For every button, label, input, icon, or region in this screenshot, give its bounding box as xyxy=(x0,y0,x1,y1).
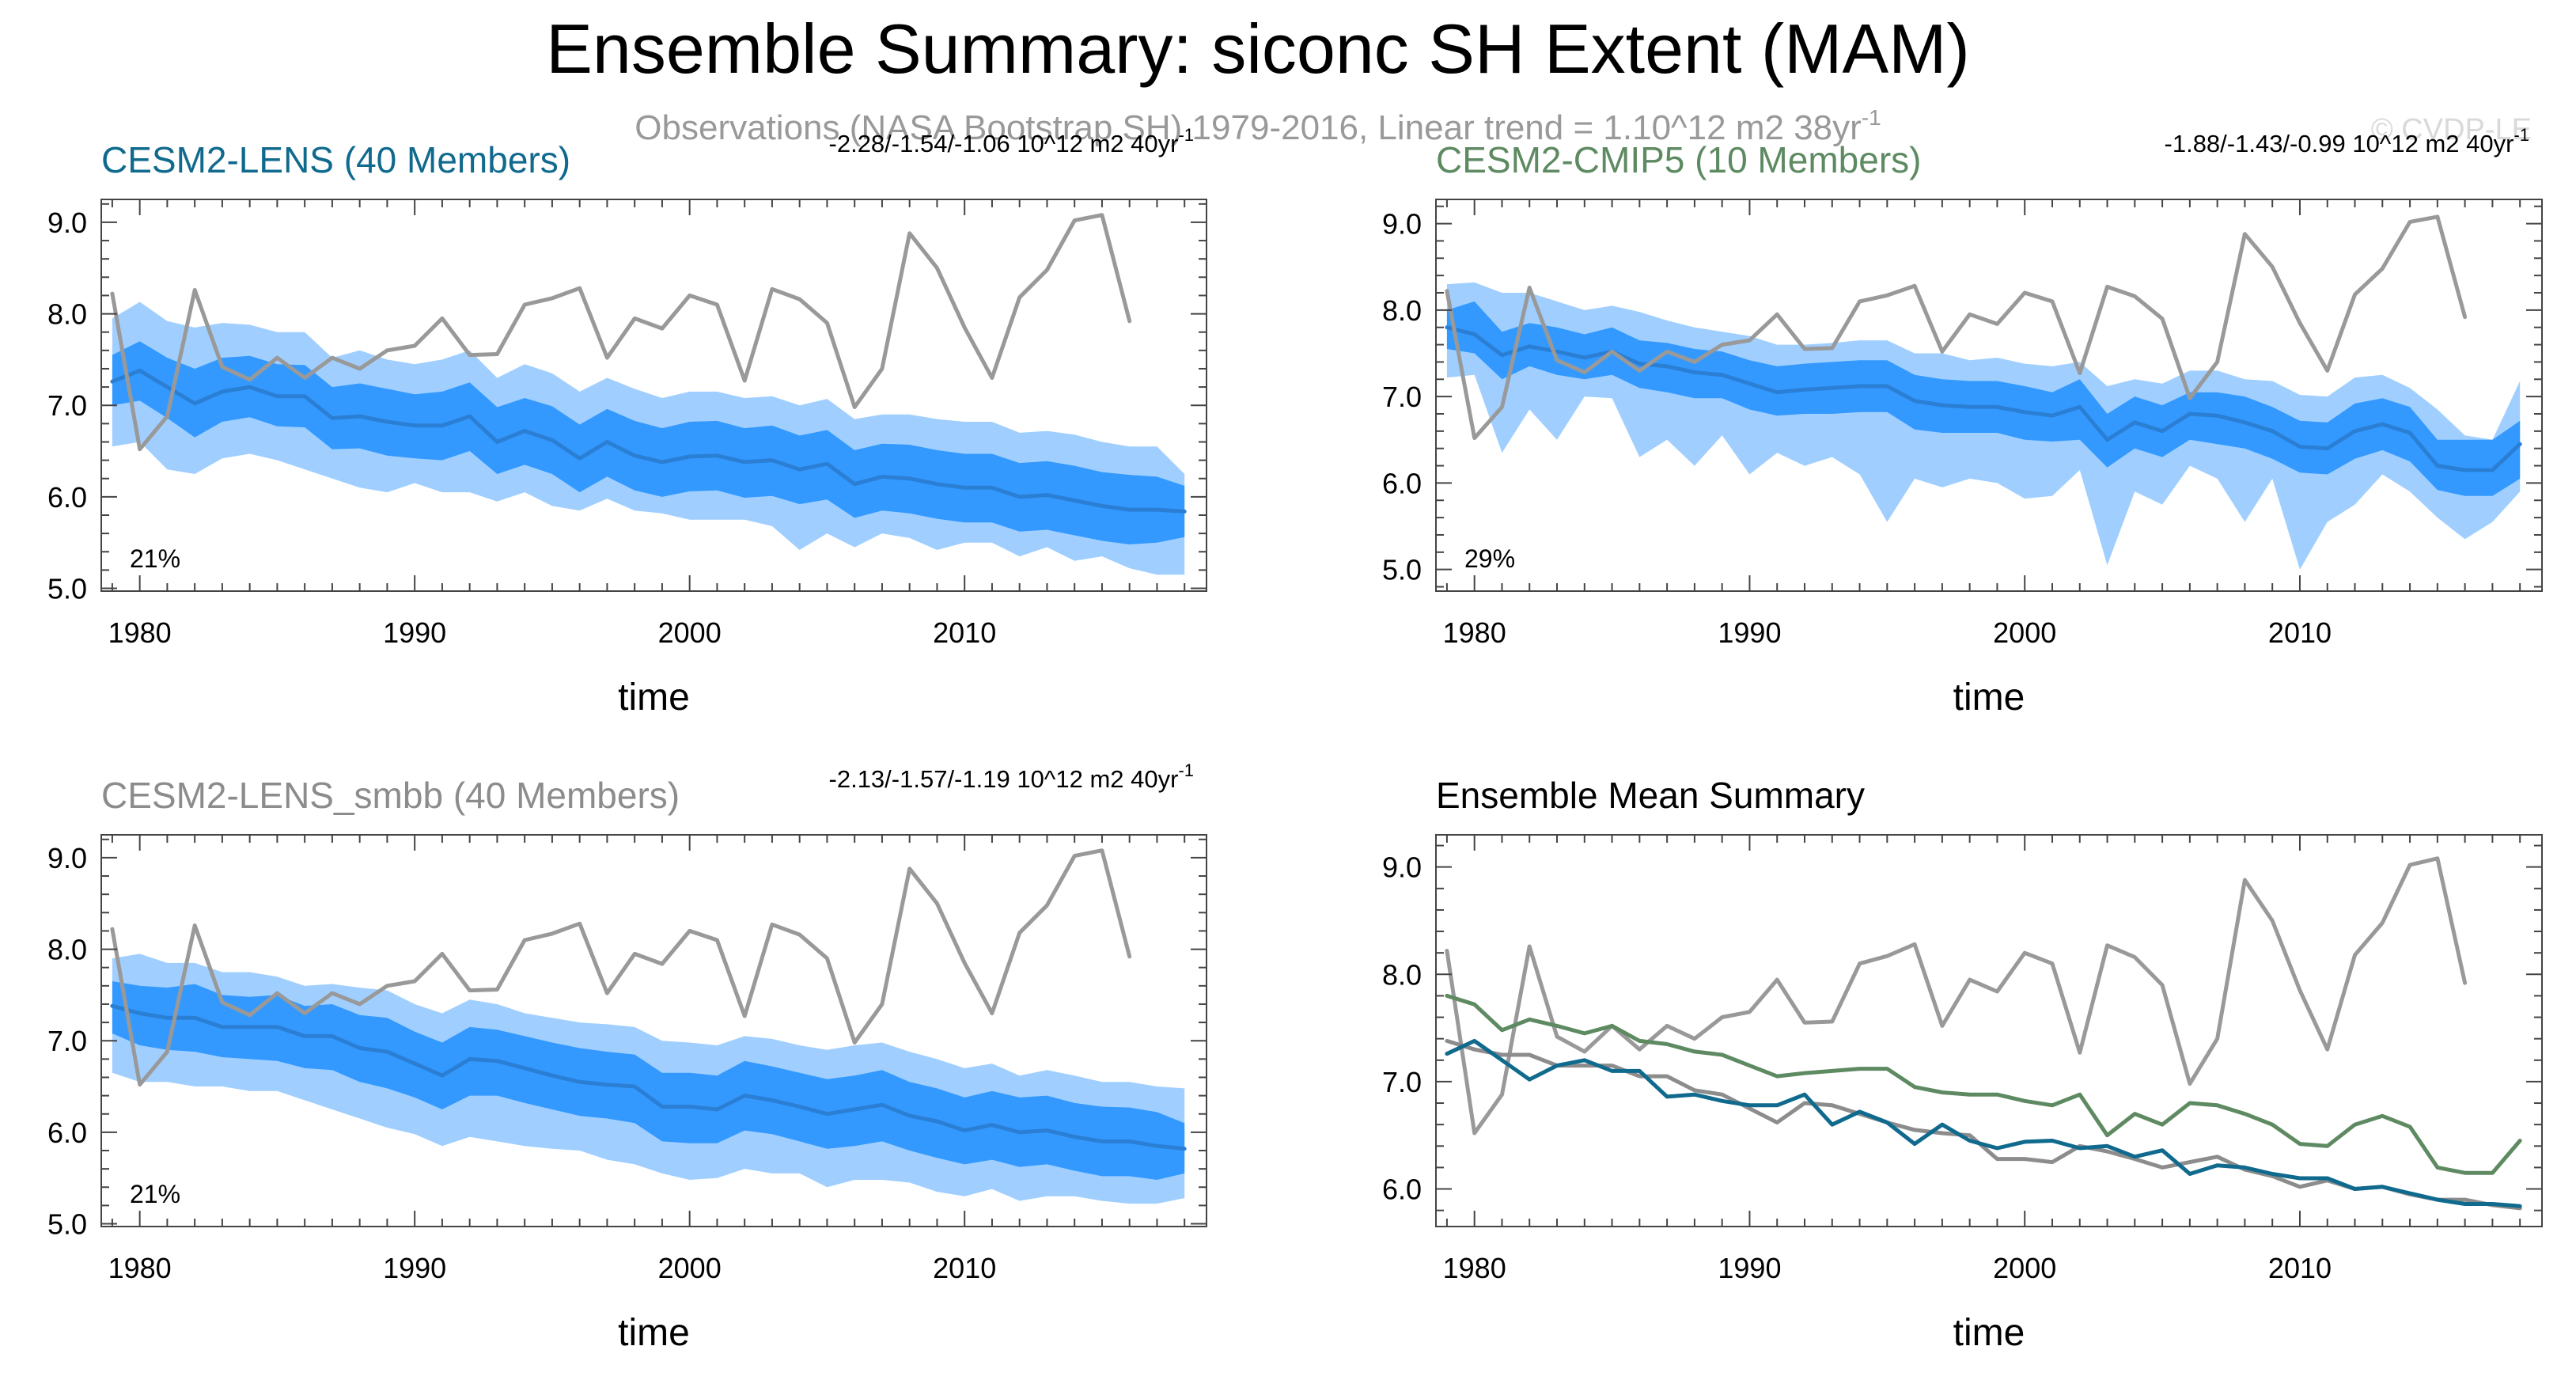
observations-line xyxy=(1445,214,2468,441)
x-tick-label: 2010 xyxy=(2268,616,2332,649)
figure-subtitle: Observations (NASA Bootstrap SH) 1979-20… xyxy=(635,105,1881,147)
trend-value: -2.13/-1.57/-1.19 10^12 m2 40yr xyxy=(829,765,1179,793)
observations-line xyxy=(110,213,1132,452)
ensemble-mean-line xyxy=(110,368,1187,514)
trend-value: -2.28/-1.54/-1.06 10^12 m2 40yr xyxy=(829,130,1179,157)
y-tick-label: 6.0 xyxy=(1382,467,1422,499)
plot-area xyxy=(110,848,1187,1204)
y-tick-label: 7.0 xyxy=(47,1025,87,1057)
inner-spread-band xyxy=(112,981,1185,1180)
figure-title: Ensemble Summary: siconc SH Extent (MAM) xyxy=(546,9,1970,88)
x-tick-label: 1980 xyxy=(1443,1252,1506,1284)
x-tick-label: 2000 xyxy=(658,1252,722,1284)
percent-label: 29% xyxy=(1464,544,1515,573)
percent-label: 21% xyxy=(130,544,180,573)
y-tick-label: 9.0 xyxy=(1382,208,1422,241)
x-tick-label: 1980 xyxy=(1443,616,1506,649)
series-line-cesm2-lens xyxy=(1445,1038,2522,1208)
y-tick-label: 5.0 xyxy=(1382,554,1422,586)
panel-title: CESM2-LENS (40 Members) xyxy=(101,139,570,180)
plot-frame xyxy=(1435,834,2543,1227)
x-axis-label: time xyxy=(1953,677,2025,719)
x-tick-label: 2010 xyxy=(933,1252,996,1284)
x-tick-label: 2010 xyxy=(2268,1252,2332,1284)
y-tick-label: 8.0 xyxy=(1382,958,1422,991)
y-tick-label: 6.0 xyxy=(1382,1174,1422,1206)
trend-value: -1.88/-1.43/-0.99 10^12 m2 40yr xyxy=(2165,130,2514,157)
ensemble-mean-line xyxy=(1445,325,2522,472)
y-tick-label: 9.0 xyxy=(47,842,87,874)
y-tick-label: 8.0 xyxy=(47,934,87,966)
inner-spread-band xyxy=(112,341,1185,544)
x-tick-label: 1990 xyxy=(1718,616,1781,649)
plot-frame xyxy=(100,834,1207,1227)
y-tick-label: 8.0 xyxy=(1382,294,1422,327)
y-tick-label: 6.0 xyxy=(47,1117,87,1149)
x-tick-label: 1980 xyxy=(108,616,172,649)
percent-label: 21% xyxy=(130,1180,180,1208)
x-tick-label: 1990 xyxy=(383,1252,446,1284)
trend-text: -1.88/-1.43/-0.99 10^12 m2 40yr-1 xyxy=(2165,125,2529,157)
x-axis-label: time xyxy=(618,1312,690,1354)
plot-frame xyxy=(1435,199,2543,592)
trend-text: -2.28/-1.54/-1.06 10^12 m2 40yr-1 xyxy=(829,125,1194,157)
x-tick-label: 2000 xyxy=(1993,1252,2056,1284)
y-tick-label: 7.0 xyxy=(47,389,87,422)
plot-area xyxy=(110,213,1187,575)
y-tick-label: 7.0 xyxy=(1382,381,1422,413)
observations-line xyxy=(110,848,1132,1087)
y-tick-label: 8.0 xyxy=(47,298,87,331)
watermark: © CVDP-LE xyxy=(2371,113,2532,146)
y-tick-label: 5.0 xyxy=(47,1208,87,1241)
plot-area xyxy=(1445,214,2522,570)
plot-frame xyxy=(100,199,1207,592)
panel-title: CESM2-CMIP5 (10 Members) xyxy=(1436,139,1921,180)
x-tick-label: 1980 xyxy=(108,1252,172,1284)
trend-text: -2.13/-1.57/-1.19 10^12 m2 40yr-1 xyxy=(829,760,1194,793)
ensemble-mean-line xyxy=(110,1003,1187,1151)
subtitle-superscript: -1 xyxy=(1862,105,1881,130)
x-tick-label: 1990 xyxy=(383,616,446,649)
x-axis-label: time xyxy=(618,677,690,719)
trend-superscript: -1 xyxy=(1178,760,1194,780)
inner-spread-band xyxy=(1446,301,2521,496)
x-tick-label: 2010 xyxy=(933,616,996,649)
x-tick-label: 2000 xyxy=(1993,616,2056,649)
x-tick-label: 2000 xyxy=(658,616,722,649)
trend-superscript: -1 xyxy=(1178,125,1194,145)
y-tick-label: 7.0 xyxy=(1382,1066,1422,1098)
chart-panel-3: 1980 1990 2000 2010 5.0 6.0 7.0 8.0 9.0 time CESM2… xyxy=(47,760,1207,1354)
plot-area xyxy=(1445,856,2522,1211)
chart-panel-1: 1980 1990 2000 2010 5.0 6.0 7.0 8.0 9.0 time CESM2… xyxy=(47,125,1207,719)
y-tick-label: 6.0 xyxy=(47,481,87,514)
subtitle-text: Observations (NASA Bootstrap SH) 1979-20… xyxy=(635,108,1862,147)
y-tick-label: 9.0 xyxy=(47,207,87,239)
chart-panel-2: 1980 1990 2000 2010 5.0 6.0 7.0 8.0 9.0 time CESM2… xyxy=(1382,125,2543,719)
x-axis-label: time xyxy=(1953,1312,2025,1354)
panel-title: Ensemble Mean Summary xyxy=(1436,775,1865,816)
x-tick-label: 1990 xyxy=(1718,1252,1781,1284)
y-tick-label: 9.0 xyxy=(1382,851,1422,884)
series-line-cesm2-cmip6 xyxy=(1445,993,2522,1175)
chart-panel-4: 1980 1990 2000 2010 6.0 7.0 8.0 9.0 time Ensemble… xyxy=(1382,775,2543,1354)
y-tick-label: 5.0 xyxy=(47,573,87,605)
panel-title: CESM2-LENS_smbb (40 Members) xyxy=(101,775,680,816)
trend-superscript: -1 xyxy=(2513,125,2529,145)
